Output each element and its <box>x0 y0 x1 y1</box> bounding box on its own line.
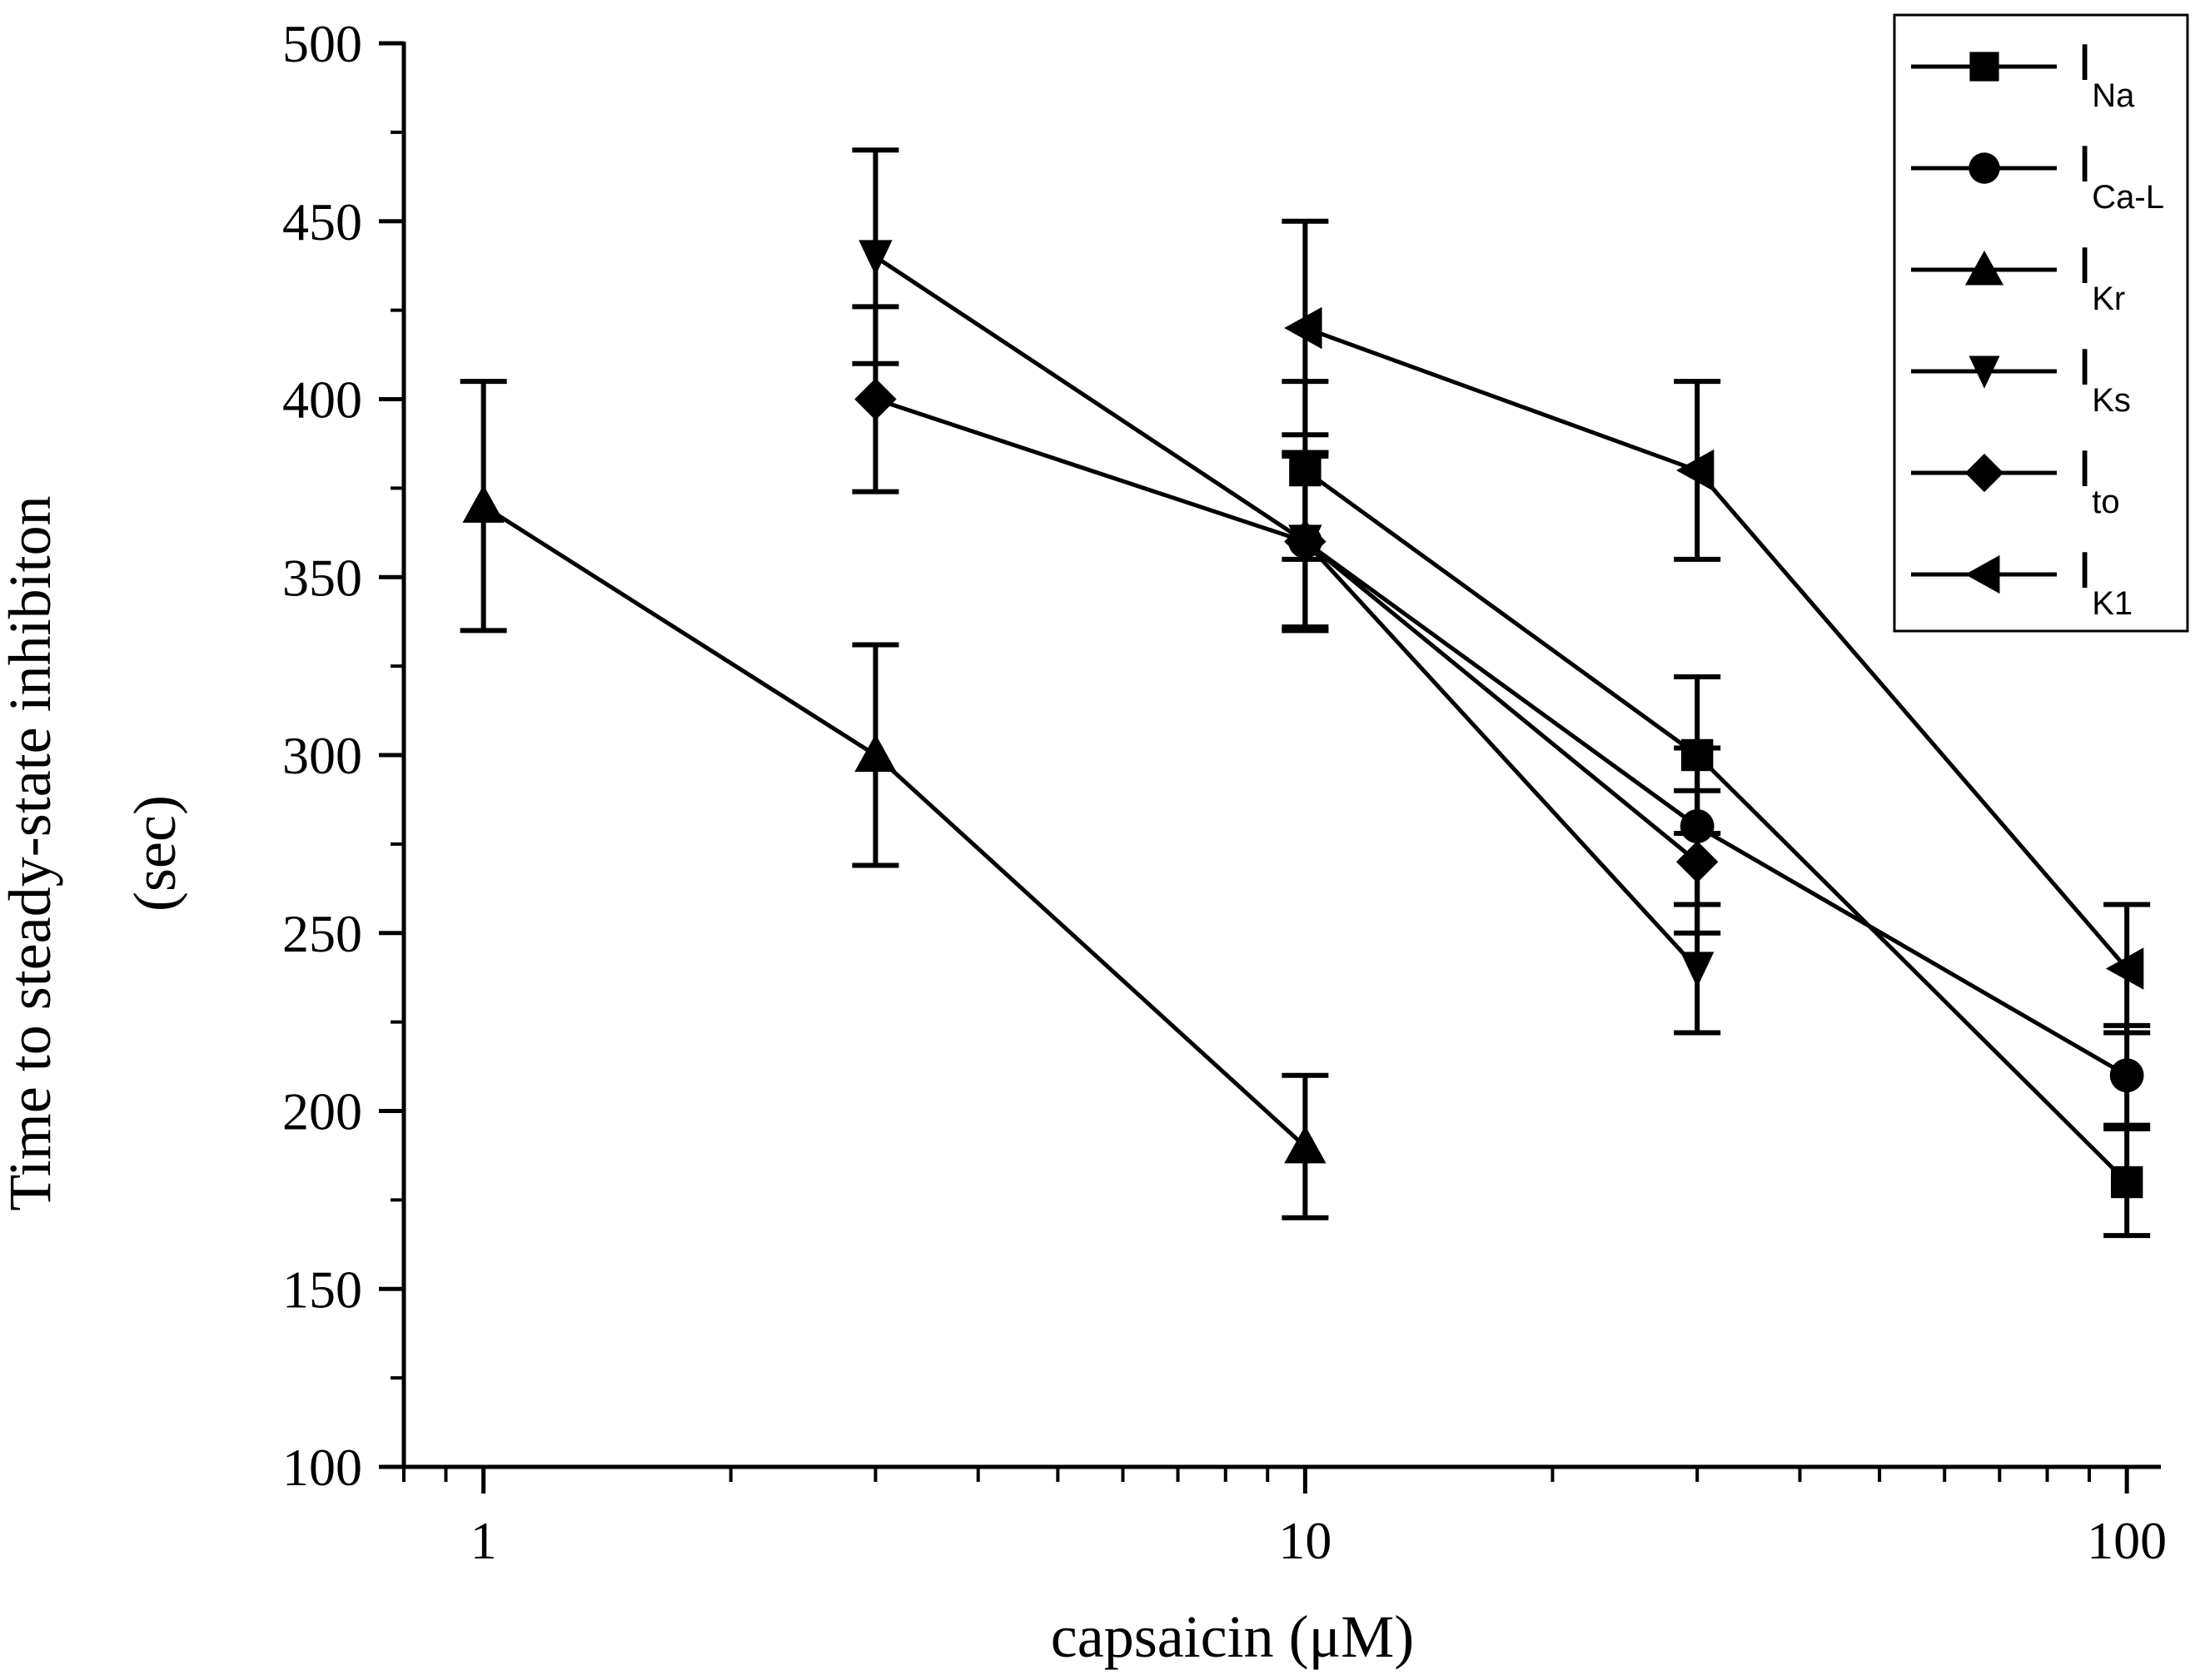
y-tick-label: 350 <box>282 548 362 607</box>
legend-label-main: I <box>2078 339 2092 396</box>
y-axis-title: Time to steady-state inhibiton (sec) <box>0 495 188 1210</box>
legend-item-INa: INa <box>1911 34 2135 114</box>
y-tick-label: 450 <box>282 192 362 251</box>
series-Ito <box>852 304 1721 936</box>
y-tick-label: 400 <box>282 370 362 430</box>
legend-label: ICa-L <box>2078 136 2164 216</box>
y-tick-label: 100 <box>282 1438 362 1497</box>
series-IKs <box>852 147 1721 1036</box>
data-point-triangle-down <box>859 240 893 276</box>
y-tick-label: 150 <box>282 1260 362 1319</box>
legend-label-sub: to <box>2092 484 2119 520</box>
series-line <box>482 504 1307 1149</box>
data-point-triangle-down <box>1680 952 1715 988</box>
legend-label: IKr <box>2078 237 2125 317</box>
legend-label-main: I <box>2078 34 2092 92</box>
legend-item-ICa-L: ICa-L <box>1911 136 2164 216</box>
data-point-triangle-left <box>1675 449 1715 492</box>
legend-marker-triangle-up <box>1964 250 2004 286</box>
x-axis-title: capsaicin (μM) <box>1051 1603 1414 1670</box>
x-tick-label: 100 <box>2087 1511 2167 1570</box>
data-point-triangle-up <box>854 733 897 773</box>
legend-label: IK1 <box>2078 542 2133 622</box>
legend-box <box>1893 13 2189 633</box>
y-tick-label: 200 <box>282 1082 362 1141</box>
legend-marker-diamond <box>1964 453 2004 493</box>
series-line <box>874 255 1700 971</box>
legend-label-sub: Kr <box>2092 281 2125 317</box>
data-point-triangle-left <box>2105 947 2144 990</box>
x-tick-label: 1 <box>470 1511 497 1570</box>
legend-label-main: I <box>2078 136 2092 193</box>
legend-label: INa <box>2078 34 2135 114</box>
legend-label: Ito <box>2078 440 2120 520</box>
data-point-triangle-up <box>1284 1126 1326 1164</box>
legend-label-sub: K1 <box>2092 585 2133 622</box>
data-point-triangle-left <box>1284 306 1322 350</box>
y-tick-label: 300 <box>282 726 362 785</box>
legend-marker-square <box>1969 52 1999 82</box>
legend-label-sub: Na <box>2092 77 2135 114</box>
legend-label-main: I <box>2078 237 2092 295</box>
data-point-circle <box>2109 1058 2144 1093</box>
data-point-square <box>2110 1166 2143 1199</box>
series-layer <box>460 147 2151 1239</box>
series-IK1 <box>1282 218 2151 1036</box>
axes-layer: 100 150 200 250 300 350 400 450 500 1 10 100 <box>282 14 2167 1570</box>
legend-marker-circle <box>1969 152 2000 184</box>
legend-label-main: I <box>2078 542 2092 599</box>
data-point-diamond <box>854 378 897 420</box>
y-axis-title-line-2: (sec) <box>122 795 188 912</box>
legend-item-IKs: IKs <box>1911 339 2131 419</box>
y-tick-label: 500 <box>282 14 362 73</box>
y-axis-title-line-1: Time to steady-state inhibiton <box>0 495 63 1210</box>
legend-label-main: I <box>2078 440 2092 498</box>
data-point-diamond <box>1675 841 1719 883</box>
legend-label-sub: Ca-L <box>2092 179 2164 216</box>
legend-item-Ito: Ito <box>1911 440 2120 520</box>
x-tick-label: 10 <box>1278 1511 1331 1570</box>
legend-label: IKs <box>2078 339 2131 419</box>
legend-label-sub: Ks <box>2092 382 2131 419</box>
legend-item-IKr: IKr <box>1911 237 2125 317</box>
series-IKr <box>460 379 1329 1220</box>
y-tick-label: 250 <box>282 904 362 963</box>
legend-marker-triangle-left <box>1964 554 2000 594</box>
data-point-triangle-up <box>462 485 505 523</box>
legend-marker-triangle-down <box>1969 355 2000 389</box>
legend-item-IK1: IK1 <box>1911 542 2133 622</box>
data-point-diamond <box>1284 520 1326 563</box>
